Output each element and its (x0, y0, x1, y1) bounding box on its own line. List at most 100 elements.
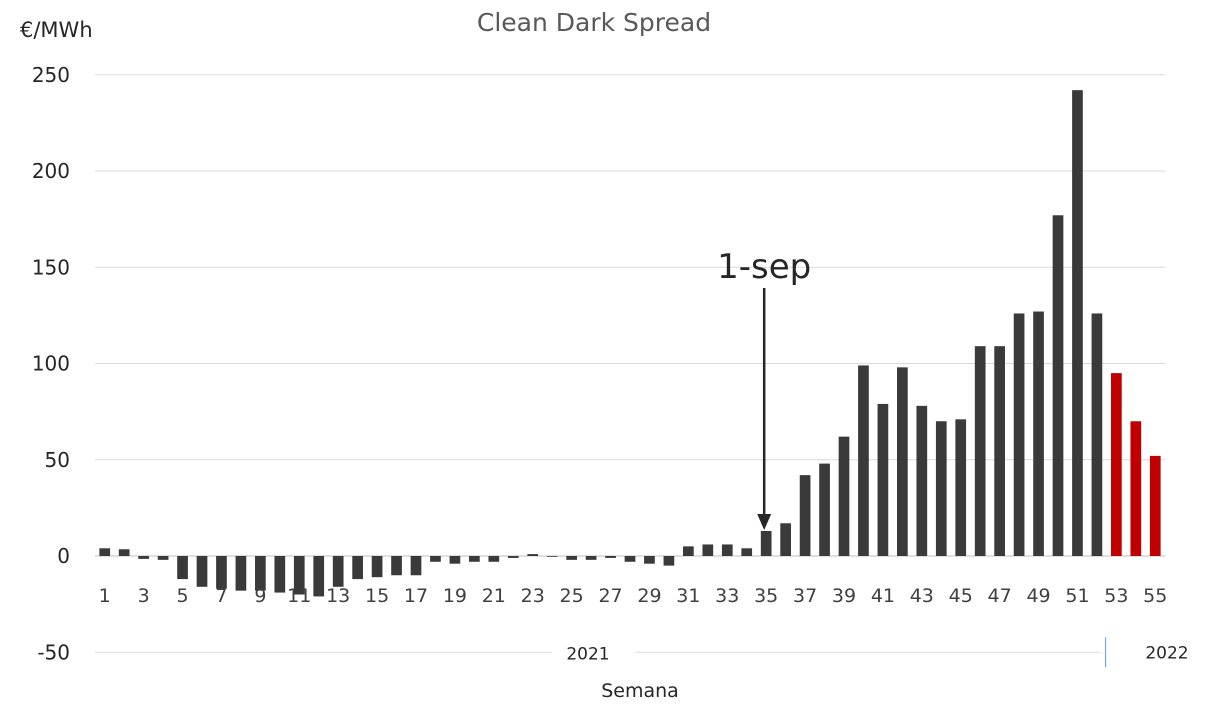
y-tick-label: 200 (32, 159, 70, 183)
x-tick-label: 21 (482, 585, 506, 607)
bar (663, 556, 675, 566)
bar (1091, 313, 1103, 556)
x-tick-label: 41 (871, 585, 895, 607)
bar (994, 346, 1005, 556)
x-tick-label: 51 (1065, 585, 1089, 607)
x-tick-label: 25 (560, 585, 584, 607)
bar (702, 544, 714, 556)
x-tick-label: 55 (1143, 585, 1167, 607)
chart-title: Clean Dark Spread (477, 8, 711, 37)
bar (488, 556, 500, 562)
bar (157, 556, 169, 560)
bar (449, 556, 461, 564)
bar (858, 365, 869, 556)
bar (799, 475, 811, 556)
bar (255, 556, 266, 591)
bar (546, 556, 558, 557)
bar (235, 556, 247, 591)
bar (760, 530, 772, 556)
x-tick-label: 3 (138, 585, 150, 607)
bar (897, 367, 908, 556)
x-tick-label: 49 (1026, 585, 1050, 607)
bar (1013, 313, 1025, 556)
x-tick-label: 27 (598, 585, 622, 607)
y-tick-label: 50 (45, 448, 70, 472)
x-tick-label: 1 (99, 585, 111, 607)
bar (138, 556, 149, 559)
bar (644, 556, 655, 564)
x-tick-label: 9 (254, 585, 266, 607)
bar (507, 556, 519, 558)
bar (352, 556, 363, 580)
bar (177, 556, 188, 580)
y-axis-ticks: -50 0 50 100 150 200 250 (32, 63, 70, 665)
bar (430, 556, 441, 562)
bar (1111, 373, 1122, 556)
x-tick-label: 37 (793, 585, 817, 607)
bar (527, 554, 539, 556)
bar (974, 346, 986, 556)
bar (780, 523, 791, 556)
bar (819, 463, 830, 556)
bar (410, 556, 422, 576)
bar (1149, 455, 1161, 556)
bar (1052, 215, 1064, 556)
bar (1072, 90, 1083, 557)
bar (371, 556, 383, 578)
bar (1130, 421, 1142, 556)
x-tick-label: 39 (832, 585, 856, 607)
x-tick-label: 17 (404, 585, 428, 607)
x-tick-label: 15 (365, 585, 389, 607)
y-tick-label: 150 (32, 255, 70, 279)
bar (935, 421, 947, 556)
x-tick-label: 53 (1104, 585, 1128, 607)
bar (469, 556, 480, 562)
bar (838, 436, 850, 556)
bar (605, 556, 616, 558)
bar (683, 546, 694, 556)
annotation-label: 1-sep (717, 247, 811, 287)
bar (566, 556, 577, 560)
bar (118, 549, 130, 556)
year-groups: 2021 2022 (95, 637, 1189, 668)
x-tick-label: 45 (949, 585, 973, 607)
bar (332, 556, 344, 587)
x-tick-label: 23 (521, 585, 545, 607)
bar (1033, 311, 1044, 556)
bar (741, 548, 753, 556)
group-label-2022: 2022 (1145, 643, 1188, 663)
bar (721, 544, 733, 556)
x-tick-label: 29 (637, 585, 661, 607)
bar (99, 548, 111, 556)
bar (955, 419, 967, 556)
x-tick-label: 35 (754, 585, 778, 607)
bar (585, 556, 597, 560)
y-tick-label: -50 (37, 640, 70, 664)
group-label-2021: 2021 (566, 644, 609, 664)
x-tick-label: 13 (326, 585, 350, 607)
x-tick-label: 31 (676, 585, 700, 607)
y-tick-label: 250 (32, 63, 70, 87)
x-tick-label: 43 (910, 585, 934, 607)
x-tick-label: 7 (215, 585, 227, 607)
bar (877, 403, 889, 556)
gridlines (95, 74, 1165, 557)
x-tick-label: 19 (443, 585, 467, 607)
bar (916, 405, 928, 556)
x-axis-ticks: 1 3 5 7 9 11 13 15 17 19 21 23 25 27 29 31 33 35 37 39 41 43 4… (99, 585, 1168, 607)
bar (313, 556, 325, 597)
annotation-arrow-head (757, 514, 772, 530)
y-tick-label: 0 (57, 544, 70, 568)
bars (99, 90, 1161, 597)
annotation: 1-sep (717, 247, 811, 530)
x-tick-label: 11 (287, 585, 311, 607)
y-tick-label: 100 (32, 352, 70, 376)
bar (391, 556, 402, 576)
bar (196, 556, 208, 587)
bar (624, 556, 636, 562)
bar (293, 556, 305, 595)
y-axis-label: €/MWh (20, 18, 93, 42)
bar (216, 556, 227, 589)
x-tick-label: 5 (176, 585, 188, 607)
